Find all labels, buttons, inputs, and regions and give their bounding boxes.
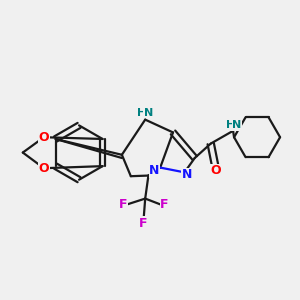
Text: O: O (39, 131, 49, 144)
Text: O: O (210, 164, 221, 177)
Text: F: F (140, 217, 148, 230)
Text: F: F (160, 199, 169, 212)
Text: H: H (226, 120, 235, 130)
Text: F: F (118, 199, 127, 212)
Text: N: N (232, 120, 242, 130)
Text: N: N (149, 164, 160, 177)
Text: O: O (39, 162, 49, 175)
Text: H: H (137, 108, 146, 118)
Text: N: N (182, 168, 192, 182)
Text: N: N (144, 108, 153, 118)
